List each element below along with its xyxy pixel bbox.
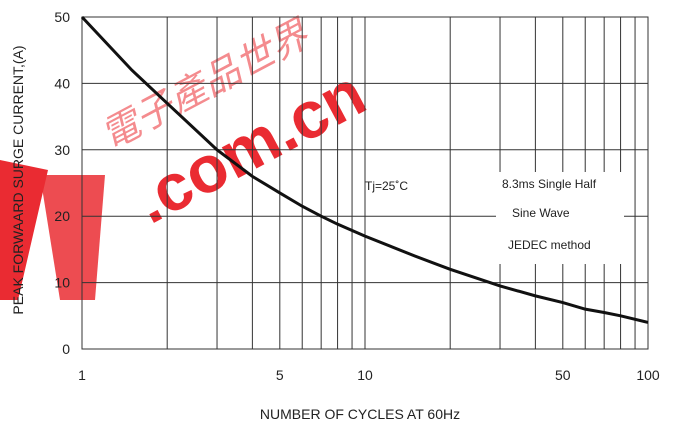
plot-frame bbox=[81, 16, 649, 350]
tick-labels: 0 10 20 30 40 50 1 5 10 50 100 bbox=[54, 9, 659, 383]
y-tick-label-5: 50 bbox=[54, 9, 70, 25]
x-axis-label: NUMBER OF CYCLES AT 60Hz bbox=[260, 406, 460, 422]
y-tick-label-4: 40 bbox=[54, 75, 70, 91]
x-tick-label-2: 10 bbox=[357, 367, 373, 383]
grid bbox=[82, 17, 648, 349]
temperature-annotation: Tj=25˚C bbox=[365, 179, 408, 193]
x-tick-label-4: 100 bbox=[636, 367, 660, 383]
y-tick-label-1: 10 bbox=[54, 275, 70, 291]
x-tick-label-1: 5 bbox=[276, 367, 284, 383]
y-tick-label-2: 20 bbox=[54, 208, 70, 224]
surge-current-curve bbox=[80, 15, 649, 324]
note-line-1: 8.3ms Single Half bbox=[502, 177, 597, 191]
watermark-logo-shape-2 bbox=[40, 175, 105, 300]
watermark-logo-shape bbox=[0, 160, 48, 300]
y-axis-label: PEAK FORWAARD SURGE CURRENT,(A) bbox=[10, 45, 26, 314]
note-line-2: Sine Wave bbox=[512, 206, 570, 220]
y-tick-label-3: 30 bbox=[54, 142, 70, 158]
y-tick-label-0: 0 bbox=[62, 341, 70, 357]
note-line-3: JEDEC method bbox=[508, 238, 591, 252]
x-tick-label-0: 1 bbox=[78, 367, 86, 383]
note-box-bg bbox=[496, 172, 624, 264]
x-tick-label-3: 50 bbox=[555, 367, 571, 383]
